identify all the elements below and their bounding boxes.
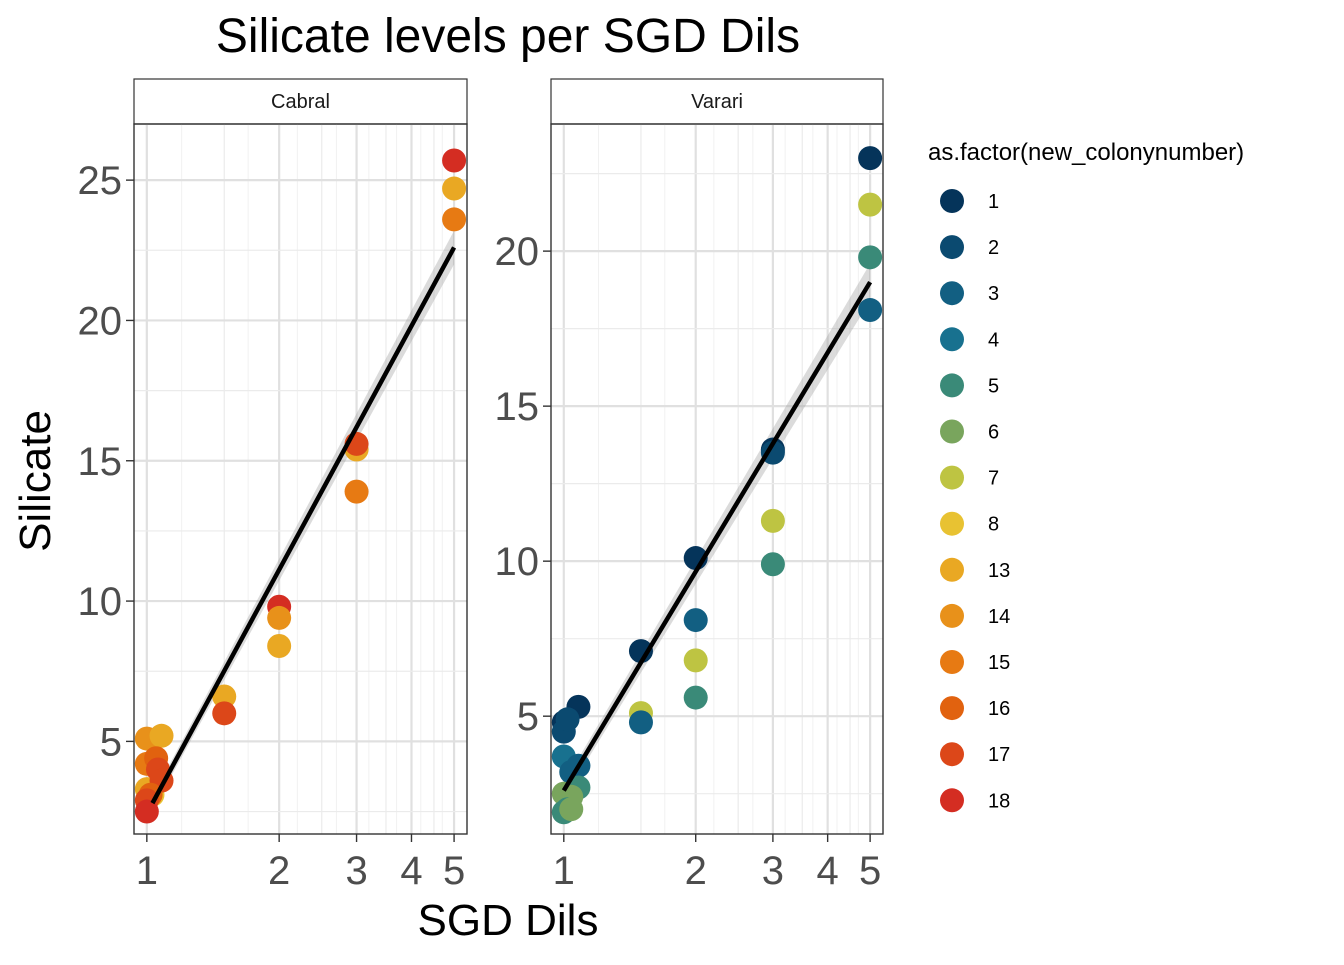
legend-label: 4 — [988, 329, 999, 351]
data-point — [134, 799, 159, 824]
data-point — [212, 684, 237, 709]
legend-label: 2 — [988, 237, 999, 259]
x-tick-label: 2 — [685, 849, 707, 893]
y-tick-label: 5 — [517, 695, 539, 739]
data-point — [760, 508, 785, 533]
data-point — [442, 148, 467, 173]
y-tick-label: 20 — [78, 299, 123, 343]
points — [551, 146, 883, 825]
y-tick-label: 10 — [78, 580, 123, 624]
legend-label: 18 — [988, 790, 1010, 812]
x-tick-label: 5 — [859, 849, 881, 893]
legend-label: 3 — [988, 283, 999, 305]
data-point — [344, 479, 369, 504]
fit-line — [150, 246, 457, 805]
facet-strip-label: Cabral — [271, 91, 330, 113]
panel-border — [133, 123, 468, 835]
data-point — [267, 633, 292, 658]
legend-label: 8 — [988, 514, 999, 536]
x-tick-label: 3 — [762, 849, 784, 893]
x-tick-label: 4 — [817, 849, 839, 893]
legend-title: as.factor(new_colonynumber) — [928, 139, 1244, 166]
data-point — [683, 685, 708, 710]
chart-title: Silicate levels per SGD Dils — [216, 10, 800, 63]
data-point — [149, 723, 174, 748]
fit-line — [561, 280, 873, 792]
legend-swatch — [940, 742, 964, 767]
legend-label: 13 — [988, 560, 1010, 582]
legend-label: 15 — [988, 652, 1010, 674]
data-point — [442, 207, 467, 232]
legend-label: 1 — [988, 191, 999, 213]
legend-swatch — [940, 373, 964, 398]
data-point — [442, 176, 467, 201]
legend-label: 17 — [988, 744, 1010, 766]
data-point — [555, 707, 580, 732]
data-point — [858, 146, 883, 171]
facet-strip — [550, 78, 884, 125]
y-tick-label: 25 — [78, 159, 123, 203]
facet-strip — [133, 78, 468, 125]
data-point — [683, 608, 708, 633]
x-axis-label: SGD Dils — [418, 896, 599, 945]
data-point — [858, 245, 883, 270]
y-axis-label: Silicate — [11, 410, 60, 552]
x-tick-label: 5 — [443, 849, 465, 893]
legend-swatch — [940, 557, 964, 582]
legend: as.factor(new_colonynumber) 1 2 3 4 5 6 7 8 13 14… — [928, 139, 1244, 813]
legend-swatch — [940, 327, 964, 352]
x-tick-label: 1 — [136, 849, 158, 893]
data-point — [760, 552, 785, 577]
data-point — [858, 192, 883, 217]
legend-swatch — [940, 603, 964, 628]
y-tick-label: 5 — [100, 720, 122, 764]
y-tick-label: 15 — [78, 440, 123, 484]
legend-swatch — [940, 465, 964, 490]
y-tick-label: 10 — [495, 540, 540, 584]
data-point — [628, 639, 653, 664]
legend-swatch — [940, 696, 964, 721]
gridlines — [134, 124, 467, 834]
panel-border — [550, 123, 884, 835]
legend-label: 16 — [988, 698, 1010, 720]
data-point — [683, 648, 708, 673]
data-point — [858, 298, 883, 323]
y-tick-label: 20 — [495, 230, 540, 274]
legend-label: 5 — [988, 375, 999, 397]
x-tick-label: 3 — [345, 849, 367, 893]
legend-label: 14 — [988, 606, 1010, 628]
y-tick-label: 15 — [495, 385, 540, 429]
data-point — [760, 440, 785, 465]
legend-swatch — [940, 650, 964, 674]
data-point — [267, 605, 292, 630]
legend-label: 7 — [988, 468, 999, 490]
x-tick-label: 2 — [268, 849, 290, 893]
legend-label: 6 — [988, 422, 999, 444]
data-point — [628, 710, 653, 735]
legend-swatch — [940, 511, 964, 536]
data-point — [212, 701, 237, 726]
legend-swatch — [940, 419, 964, 444]
legend-swatch — [940, 189, 964, 213]
legend-swatch — [940, 281, 964, 306]
data-point — [559, 797, 584, 822]
legend-swatch — [940, 788, 964, 813]
x-tick-label: 4 — [400, 849, 422, 893]
points — [134, 148, 467, 824]
legend-swatch — [940, 235, 964, 260]
x-tick-label: 1 — [553, 849, 575, 893]
facet-strip-label: Varari — [691, 91, 743, 113]
